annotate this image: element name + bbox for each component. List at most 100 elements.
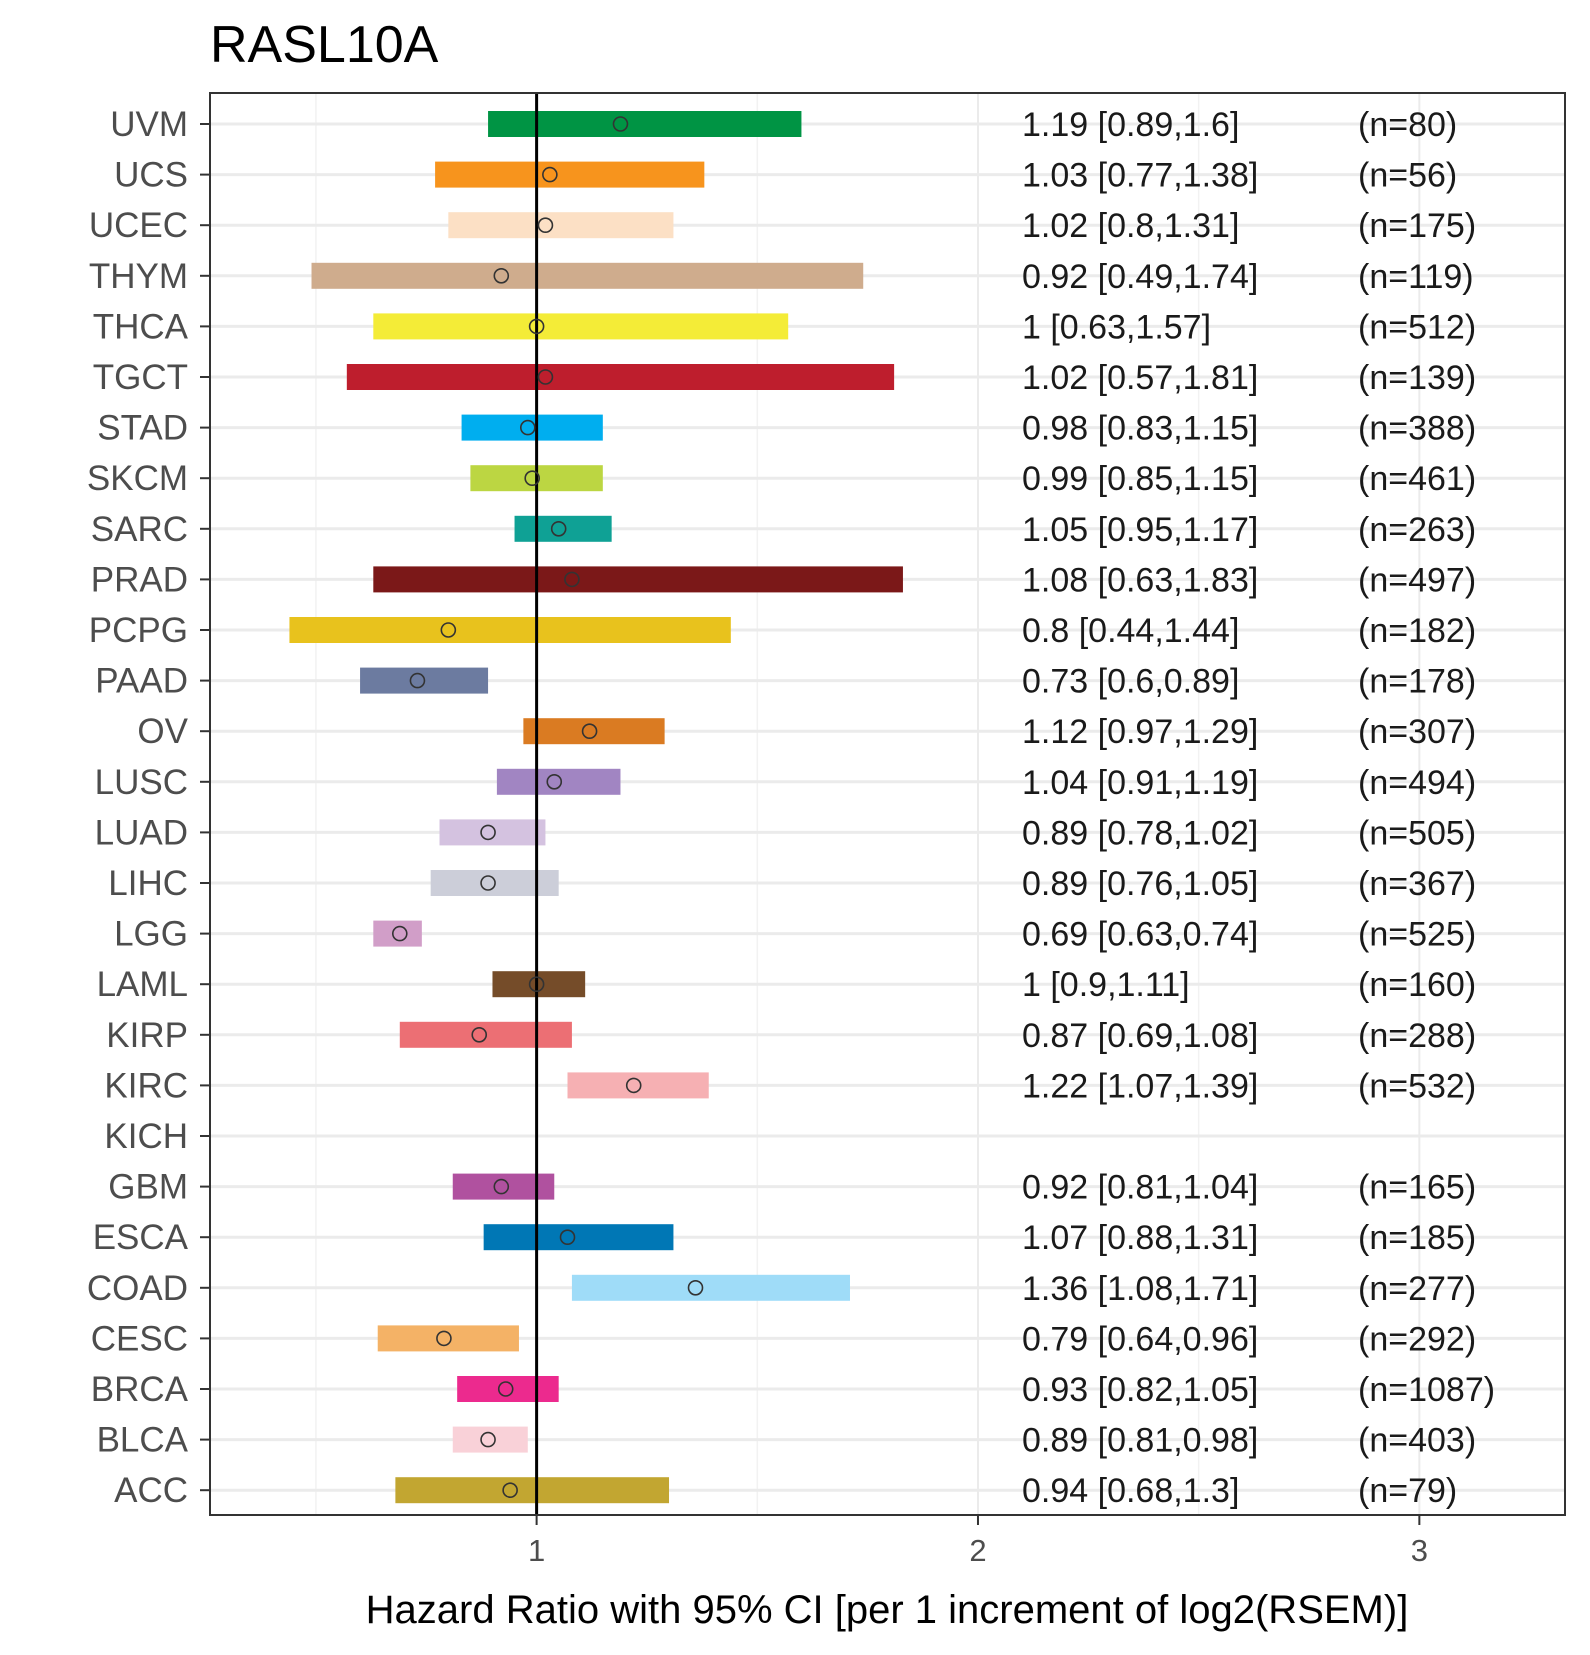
hr-point-kirc xyxy=(625,1077,642,1094)
ci-bar-pcpg xyxy=(289,617,731,643)
ci-bar-stad xyxy=(461,414,603,441)
hr-point-lusc xyxy=(546,773,563,790)
x-tick-label-2: 2 xyxy=(969,1533,986,1568)
ci-bar-lusc xyxy=(496,768,621,795)
n-text-lusc: (n=494) xyxy=(1358,764,1476,802)
n-text-skcm: (n=461) xyxy=(1358,460,1476,498)
hr-point-gbm xyxy=(493,1178,510,1195)
y-tick-label-blca: BLCA xyxy=(97,1421,189,1460)
n-text-brca: (n=1087) xyxy=(1358,1371,1495,1409)
ci-bar-kirc xyxy=(567,1072,709,1099)
hr-point-esca xyxy=(559,1229,576,1245)
y-tick-label-cesc: CESC xyxy=(91,1319,188,1358)
ci-bar-thca xyxy=(373,313,789,340)
hr-ci-text-ucs: 1.03 [0.77,1.38] xyxy=(1022,157,1258,195)
y-tick-label-lgg: LGG xyxy=(114,915,188,954)
n-text-stad: (n=388) xyxy=(1358,410,1476,448)
hr-ci-text-prad: 1.08 [0.63,1.83] xyxy=(1022,561,1258,599)
hr-point-skcm xyxy=(524,470,540,487)
hr-ci-text-thym: 0.92 [0.49,1.74] xyxy=(1022,258,1258,296)
y-tick-label-gbm: GBM xyxy=(108,1168,188,1207)
hr-point-layer xyxy=(391,116,704,1498)
n-text-ucs: (n=56) xyxy=(1358,157,1457,195)
hr-ci-text-kirc: 1.22 [1.07,1.39] xyxy=(1022,1067,1258,1105)
y-tick-label-lihc: LIHC xyxy=(108,864,188,903)
n-text-prad: (n=497) xyxy=(1358,561,1476,599)
n-text-paad: (n=178) xyxy=(1358,663,1476,701)
hr-text-layer: 1.19 [0.89,1.6] (n=80) 1.03 [0.77,1.38] (n=… xyxy=(1022,106,1495,1510)
ci-bar-esca xyxy=(483,1224,674,1251)
n-text-lgg: (n=525) xyxy=(1358,916,1476,954)
n-text-thca: (n=512) xyxy=(1358,308,1476,346)
y-tick-label-prad: PRAD xyxy=(91,560,188,599)
hr-ci-text-esca: 1.07 [0.88,1.31] xyxy=(1022,1219,1258,1257)
hr-point-ov xyxy=(581,723,598,740)
x-axis: 1 2 3 xyxy=(528,1515,1428,1568)
ci-bar-coad xyxy=(571,1274,850,1301)
ci-bar-gbm xyxy=(452,1173,555,1200)
y-tick-label-skcm: SKCM xyxy=(87,459,188,498)
hr-point-kirp xyxy=(471,1027,488,1043)
hr-point-thym xyxy=(493,267,510,284)
n-text-uvm: (n=80) xyxy=(1358,106,1457,144)
x-axis-title: Hazard Ratio with 95% CI [per 1 incremen… xyxy=(366,1588,1409,1632)
hr-ci-text-pcpg: 0.8 [0.44,1.44] xyxy=(1022,612,1239,650)
y-tick-label-luad: LUAD xyxy=(95,813,188,852)
hr-ci-text-coad: 1.36 [1.08,1.71] xyxy=(1022,1270,1258,1308)
ci-bar-ucec xyxy=(448,212,674,239)
ci-bar-tgct xyxy=(346,364,895,390)
hr-ci-text-ov: 1.12 [0.97,1.29] xyxy=(1022,713,1258,751)
hr-ci-text-paad: 0.73 [0.6,0.89] xyxy=(1022,663,1239,701)
y-tick-label-brca: BRCA xyxy=(91,1370,189,1409)
hr-point-pcpg xyxy=(440,622,457,638)
n-text-ov: (n=307) xyxy=(1358,713,1476,751)
hr-ci-text-laml: 1 [0.9,1.11] xyxy=(1022,966,1190,1004)
n-text-esca: (n=185) xyxy=(1358,1219,1476,1257)
ci-bar-luad xyxy=(439,819,546,846)
y-tick-label-thym: THYM xyxy=(89,257,188,296)
y-tick-label-acc: ACC xyxy=(114,1471,188,1510)
y-tick-label-tgct: TGCT xyxy=(93,358,188,397)
n-text-lihc: (n=367) xyxy=(1358,865,1476,903)
y-tick-label-laml: LAML xyxy=(97,965,188,1004)
hr-point-uvm xyxy=(612,116,629,132)
hr-ci-text-uvm: 1.19 [0.89,1.6] xyxy=(1022,106,1239,144)
hr-point-acc xyxy=(502,1482,518,1498)
ci-bar-blca xyxy=(452,1426,528,1453)
hr-point-laml xyxy=(528,976,545,993)
y-tick-label-sarc: SARC xyxy=(91,510,188,549)
hr-ci-text-skcm: 0.99 [0.85,1.15] xyxy=(1022,460,1258,498)
y-axis: UVM UCS UCEC THYM THCA TGCT STAD SKCM SARC PRAD PC… xyxy=(87,105,210,1510)
y-tick-label-ov: OV xyxy=(137,712,188,751)
hr-ci-text-lgg: 0.69 [0.63,0.74] xyxy=(1022,916,1258,954)
hr-point-ucs xyxy=(542,166,558,183)
n-text-sarc: (n=263) xyxy=(1358,511,1476,549)
hr-ci-text-brca: 0.93 [0.82,1.05] xyxy=(1022,1371,1258,1409)
ci-bar-laml xyxy=(492,971,586,998)
hr-point-lihc xyxy=(480,875,496,891)
n-text-thym: (n=119) xyxy=(1358,258,1474,296)
y-tick-label-uvm: UVM xyxy=(110,105,188,144)
hr-ci-text-sarc: 1.05 [0.95,1.17] xyxy=(1022,511,1258,549)
hr-ci-text-lihc: 0.89 [0.76,1.05] xyxy=(1022,865,1258,903)
ci-bar-sarc xyxy=(514,515,612,542)
ci-bar-acc xyxy=(395,1477,670,1504)
hr-point-thca xyxy=(528,318,545,335)
ci-bar-brca xyxy=(457,1376,559,1402)
y-tick-label-stad: STAD xyxy=(97,409,188,448)
y-tick-label-ucec: UCEC xyxy=(89,206,188,245)
hr-point-ucec xyxy=(537,217,554,233)
n-text-laml: (n=160) xyxy=(1358,966,1476,1004)
hr-point-blca xyxy=(480,1431,496,1448)
hr-point-brca xyxy=(497,1381,514,1397)
plot-border xyxy=(209,92,1566,1516)
hr-point-tgct xyxy=(537,369,554,385)
n-text-ucec: (n=175) xyxy=(1358,207,1476,245)
hr-ci-text-acc: 0.94 [0.68,1.3] xyxy=(1022,1472,1239,1510)
hr-ci-text-lusc: 1.04 [0.91,1.19] xyxy=(1022,764,1258,802)
n-text-pcpg: (n=182) xyxy=(1358,612,1476,650)
hr-point-stad xyxy=(519,419,536,436)
hr-point-cesc xyxy=(436,1330,452,1347)
